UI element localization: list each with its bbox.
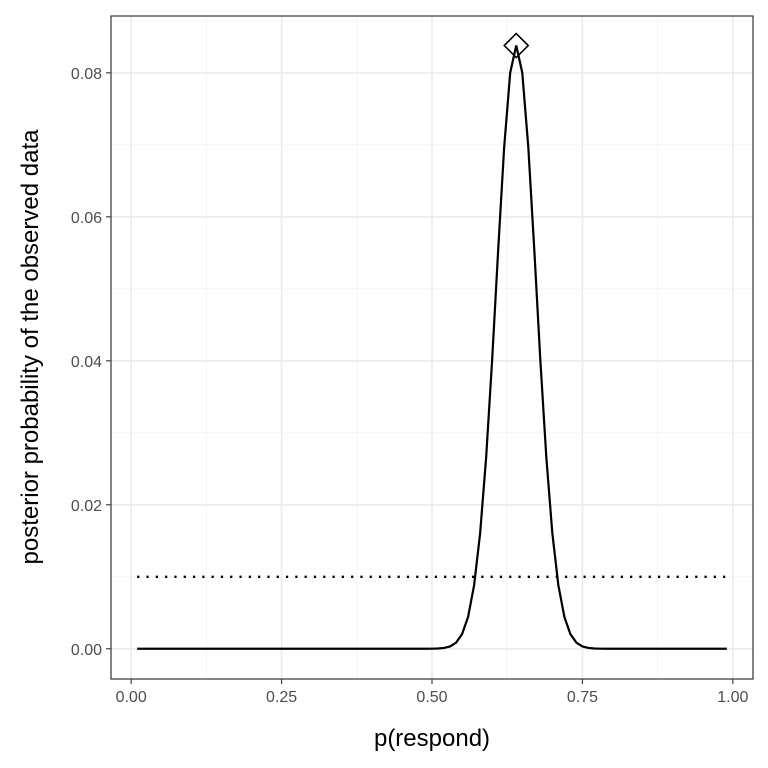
y-tick-label: 0.08 (71, 66, 102, 83)
y-tick-label: 0.04 (71, 354, 102, 371)
x-tick-label: 0.50 (416, 689, 447, 706)
x-tick-label: 0.00 (116, 689, 147, 706)
series-layer (137, 45, 727, 650)
posterior-curve (137, 45, 727, 650)
x-axis: 0.00 0.25 0.50 0.75 1.00 (116, 679, 749, 706)
y-tick-label: 0.06 (71, 210, 102, 227)
x-tick-label: 0.75 (567, 689, 598, 706)
y-axis-title: posterior probability of the observed da… (17, 129, 44, 565)
x-tick-label: 1.00 (717, 689, 748, 706)
y-tick-label: 0.00 (71, 642, 102, 659)
marker-layer (503, 32, 530, 59)
x-axis-title: p(respond) (374, 725, 490, 752)
y-tick-label: 0.02 (71, 498, 102, 515)
peak-marker (503, 32, 530, 59)
y-axis: 0.00 0.02 0.04 0.06 0.08 (71, 66, 111, 659)
x-tick-label: 0.25 (266, 689, 297, 706)
